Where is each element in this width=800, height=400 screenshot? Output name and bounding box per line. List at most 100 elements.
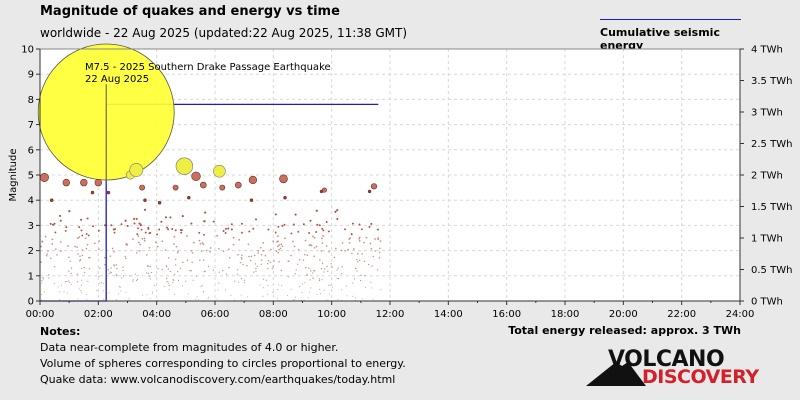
minor-quake-dot <box>167 268 169 270</box>
minor-quake-dot <box>253 271 255 273</box>
minor-quake-dot <box>149 265 151 268</box>
minor-quake-dot <box>230 295 232 297</box>
minor-quake-dot <box>313 270 315 272</box>
minor-quake-dot <box>179 267 182 269</box>
minor-quake-dot <box>225 273 228 275</box>
y-tick-label: 2 <box>28 246 34 257</box>
minor-quake-dot <box>135 279 138 282</box>
y2-tick-label: 4 TWh <box>751 45 783 56</box>
minor-quake-dot <box>192 279 194 281</box>
minor-quake-dot <box>322 234 325 237</box>
y-tick-label: 3 <box>28 221 34 232</box>
minor-quake-dot <box>309 279 311 281</box>
quake-circle <box>39 173 49 183</box>
minor-quake-dot <box>313 246 316 249</box>
minor-quake-dot <box>60 284 62 286</box>
minor-quake-dot <box>272 265 274 268</box>
minor-quake-dot <box>254 254 256 257</box>
minor-quake-dot <box>87 234 90 237</box>
minor-quake-dot <box>312 272 314 274</box>
y-tick-label: 5 <box>28 171 34 182</box>
minor-quake-dot <box>272 240 275 243</box>
minor-quake-dot <box>165 277 168 279</box>
quake-circle <box>187 196 191 200</box>
minor-quake-dot <box>364 274 366 277</box>
minor-quake-dot <box>271 267 273 270</box>
minor-quake-dot <box>310 270 312 272</box>
minor-quake-dot <box>321 262 324 265</box>
minor-quake-dot <box>160 220 163 223</box>
minor-quake-dot <box>283 223 286 226</box>
minor-quake-dot <box>345 285 347 287</box>
minor-quake-dot <box>53 222 56 225</box>
quake-circle <box>367 189 372 194</box>
minor-quake-dot <box>358 223 361 226</box>
minor-quake-dot <box>275 250 278 253</box>
minor-quake-dot <box>319 259 321 261</box>
minor-quake-dot <box>78 236 81 239</box>
minor-quake-dot <box>185 280 187 282</box>
minor-quake-dot <box>286 295 288 297</box>
minor-quake-dot <box>232 236 235 239</box>
minor-quake-dot <box>54 231 57 234</box>
minor-quake-dot <box>303 253 306 256</box>
minor-quake-dot <box>333 256 336 259</box>
minor-quake-dot <box>238 281 240 283</box>
minor-quake-dot <box>63 291 65 293</box>
minor-quake-dot <box>163 285 165 288</box>
minor-quake-dot <box>337 267 339 269</box>
minor-quake-dot <box>124 255 126 258</box>
minor-quake-dot <box>49 222 52 225</box>
minor-quake-dot <box>377 228 379 231</box>
minor-quake-dot <box>296 263 299 266</box>
minor-quake-dot <box>227 227 230 230</box>
minor-quake-dot <box>207 265 210 268</box>
minor-quake-dot <box>132 280 134 282</box>
minor-quake-dot <box>297 230 300 233</box>
minor-quake-dot <box>179 229 182 231</box>
minor-quake-dot <box>293 299 295 301</box>
minor-quake-dot <box>376 269 379 271</box>
minor-quake-dot <box>336 209 339 212</box>
minor-quake-dot <box>167 256 170 259</box>
minor-quake-dot <box>325 220 328 224</box>
minor-quake-dot <box>334 210 337 213</box>
minor-quake-dot <box>65 281 67 283</box>
minor-quake-dot <box>125 291 127 293</box>
minor-quake-dot <box>356 259 358 261</box>
minor-quake-dot <box>344 249 346 252</box>
minor-quake-dot <box>51 238 54 241</box>
minor-quake-dot <box>96 289 98 291</box>
minor-quake-dot <box>169 270 172 273</box>
minor-quake-dot <box>133 217 136 220</box>
minor-quake-dot <box>108 292 110 294</box>
minor-quake-dot <box>340 249 343 252</box>
minor-quake-dot <box>370 281 372 283</box>
minor-quake-dot <box>320 250 323 252</box>
minor-quake-dot <box>357 261 359 263</box>
total-energy: Total energy released: approx. 3 TWh <box>508 324 741 337</box>
x-tick-label: 04:00 <box>142 309 171 320</box>
minor-quake-dot <box>186 259 189 262</box>
minor-quake-dot <box>41 293 42 295</box>
minor-quake-dot <box>371 265 373 267</box>
minor-quake-dot <box>166 226 168 229</box>
minor-quake-dot <box>290 232 293 235</box>
minor-quake-dot <box>200 285 202 288</box>
minor-quake-dot <box>59 299 60 301</box>
quake-circle <box>175 157 194 175</box>
minor-quake-dot <box>303 299 305 301</box>
minor-quake-dot <box>204 211 207 214</box>
minor-quake-dot <box>370 222 373 225</box>
minor-quake-dot <box>347 248 349 251</box>
minor-quake-dot <box>222 230 225 232</box>
quake-circle <box>106 190 111 195</box>
minor-quake-dot <box>216 298 218 300</box>
minor-quake-dot <box>173 235 176 238</box>
y-tick-label: 6 <box>28 145 34 156</box>
minor-quake-dot <box>110 224 113 227</box>
minor-quake-dot <box>177 270 179 273</box>
volcanodiscovery-logo[interactable]: VOLCANO DISCOVERY <box>586 346 759 394</box>
minor-quake-dot <box>60 250 62 252</box>
minor-quake-dot <box>124 219 127 222</box>
